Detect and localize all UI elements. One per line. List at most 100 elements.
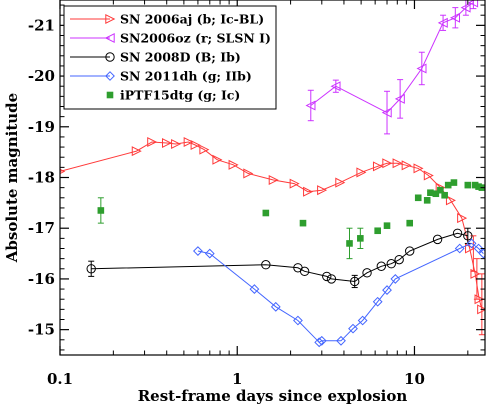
legend-label: iPTF15dtg (g; Ic) bbox=[120, 88, 240, 103]
legend: SN 2006aj (b; Ic-BL) SN2006oz (r; SLSN I)… bbox=[63, 5, 277, 110]
series-line-sn-2006aj-b-ic-bl bbox=[60, 141, 483, 310]
data-point bbox=[299, 219, 307, 227]
data-layer bbox=[60, 0, 485, 348]
data-point bbox=[441, 191, 448, 199]
data-point bbox=[299, 266, 310, 277]
data-point bbox=[262, 209, 270, 217]
data-point bbox=[193, 246, 203, 256]
data-point bbox=[330, 81, 341, 92]
data-point bbox=[406, 219, 414, 227]
data-point bbox=[289, 178, 300, 189]
data-point bbox=[372, 161, 383, 172]
data-point bbox=[413, 163, 424, 174]
legend-marker bbox=[104, 32, 115, 44]
data-point bbox=[305, 100, 316, 111]
data-point bbox=[390, 274, 401, 284]
x-tick-label: 10 bbox=[404, 370, 425, 388]
data-point bbox=[190, 140, 201, 151]
data-point bbox=[392, 158, 403, 169]
data-point bbox=[357, 235, 364, 242]
data-point bbox=[452, 228, 463, 238]
data-point bbox=[326, 274, 337, 284]
series-iptf15dtg-g-ic bbox=[97, 179, 485, 260]
data-point bbox=[477, 304, 485, 315]
x-tick-label: 1 bbox=[232, 370, 242, 388]
legend-label: SN 2011dh (g; IIb) bbox=[120, 69, 252, 84]
data-point bbox=[362, 268, 372, 278]
series-line-sn-2011dh-g-iib bbox=[197, 242, 484, 343]
data-point bbox=[445, 195, 456, 206]
data-point bbox=[372, 296, 383, 307]
data-point bbox=[131, 146, 142, 157]
legend-item-sn-2011dh-g-iib: SN 2011dh (g; IIb) bbox=[70, 69, 252, 84]
data-point bbox=[460, 2, 471, 13]
data-point bbox=[249, 284, 260, 294]
series-sn-2008d-b-ib bbox=[86, 227, 473, 289]
legend-marker bbox=[105, 52, 115, 62]
data-point bbox=[374, 227, 381, 235]
data-point bbox=[449, 12, 461, 23]
data-point bbox=[261, 260, 271, 270]
x-axis-title: Rest-frame days since explosion bbox=[138, 387, 408, 405]
data-point bbox=[268, 175, 279, 186]
data-point bbox=[147, 136, 158, 148]
data-point bbox=[382, 158, 393, 169]
data-point bbox=[303, 186, 314, 197]
data-point bbox=[322, 271, 332, 282]
data-point bbox=[199, 144, 210, 155]
y-tick-label: -17 bbox=[28, 219, 55, 237]
legend-item-sn-2006aj-b-ic-bl: SN 2006aj (b; Ic-BL) bbox=[70, 12, 264, 27]
data-point bbox=[314, 337, 325, 348]
legend-item-sn2006oz-r-slsn-i: SN2006oz (r; SLSN I) bbox=[70, 31, 271, 46]
legend-marker bbox=[105, 13, 116, 25]
data-point bbox=[346, 240, 353, 247]
data-point bbox=[457, 213, 468, 224]
data-point bbox=[382, 285, 392, 295]
data-point bbox=[450, 179, 458, 186]
legend-marker bbox=[105, 71, 115, 81]
data-point bbox=[316, 335, 327, 346]
data-point bbox=[171, 139, 182, 150]
data-point bbox=[423, 170, 434, 181]
data-point bbox=[454, 243, 465, 254]
data-point bbox=[204, 248, 215, 259]
data-point bbox=[416, 63, 427, 74]
y-axis-title: Absolute magnitude bbox=[3, 93, 21, 263]
data-point bbox=[270, 301, 281, 312]
data-point bbox=[97, 207, 105, 214]
axes-layer: 0.1 1 10 -15 -16 -17 -18 -19 -20 -21 Rest-frame da… bbox=[3, 0, 486, 405]
legend-label: SN 2008D (B; Ib) bbox=[120, 50, 241, 65]
data-point bbox=[212, 154, 223, 165]
data-point bbox=[437, 186, 444, 194]
y-tick-label: -19 bbox=[28, 118, 55, 136]
y-tick-label: -20 bbox=[28, 67, 55, 85]
data-point bbox=[432, 190, 440, 198]
data-point bbox=[471, 181, 479, 189]
y-tick-label: -16 bbox=[28, 270, 55, 288]
data-point bbox=[228, 159, 239, 170]
legend-marker bbox=[106, 91, 114, 99]
data-point bbox=[243, 168, 254, 179]
data-point bbox=[162, 138, 173, 149]
data-point bbox=[423, 197, 431, 204]
y-tick-label: -15 bbox=[28, 321, 55, 339]
data-point bbox=[348, 323, 358, 334]
series-line-sn2006oz-r-slsn-i bbox=[310, 2, 474, 114]
data-point bbox=[405, 246, 415, 256]
x-tick-label: 0.1 bbox=[47, 370, 73, 388]
data-point bbox=[478, 248, 485, 259]
data-point bbox=[463, 231, 473, 241]
series-line-sn-2008d-b-ib bbox=[91, 232, 468, 283]
data-point bbox=[394, 254, 404, 265]
data-point bbox=[437, 17, 448, 28]
data-point bbox=[293, 315, 303, 326]
data-point bbox=[470, 268, 481, 279]
legend-label: SN 2006aj (b; Ic-BL) bbox=[120, 12, 264, 27]
y-tick-label: -21 bbox=[28, 16, 55, 34]
data-point bbox=[444, 181, 452, 189]
data-point bbox=[474, 294, 485, 305]
data-point bbox=[394, 93, 405, 104]
data-point bbox=[383, 222, 391, 229]
series-sn2006oz-r-slsn-i bbox=[305, 0, 479, 135]
